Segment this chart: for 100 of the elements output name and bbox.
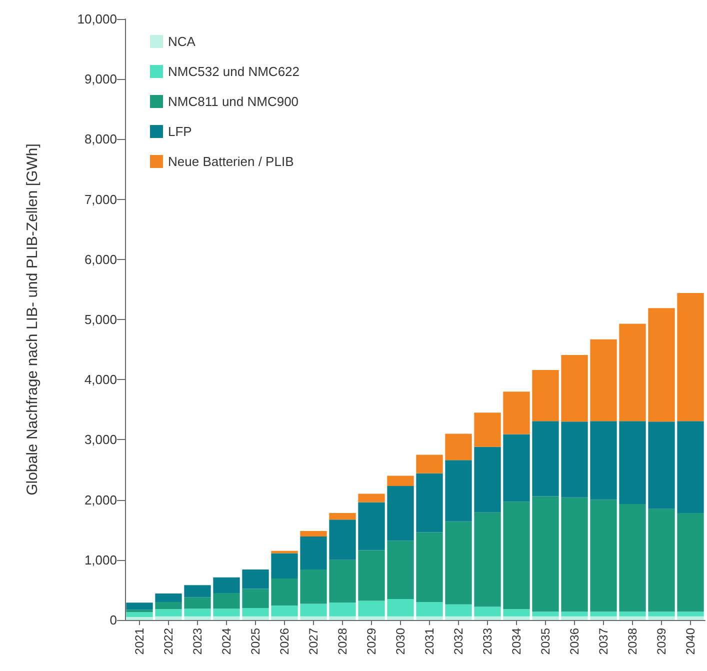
bar: [503, 392, 530, 434]
bar: [213, 608, 240, 616]
legend-label: Neue Batterien / PLIB: [168, 154, 294, 169]
bar: [300, 616, 327, 620]
x-tick-label: 2026: [278, 628, 292, 655]
y-axis-title: Globale Nachfrage nach LIB- und PLIB-Zellen [GWh]: [24, 144, 41, 496]
bar: [329, 513, 356, 520]
bar: [155, 609, 182, 616]
bar: [648, 616, 675, 620]
x-tick-label: 2021: [132, 628, 146, 655]
bar: [619, 612, 646, 616]
bar: [474, 616, 501, 620]
bar: [358, 616, 385, 620]
bar: [213, 616, 240, 620]
x-tick-label: 2031: [422, 628, 436, 655]
bar: [677, 612, 704, 616]
x-tick-label: 2023: [190, 628, 204, 655]
bar: [416, 473, 443, 532]
x-tick-label: 2029: [364, 628, 378, 655]
bar: [445, 521, 472, 604]
bar: [503, 502, 530, 610]
y-tick-label: 2,000: [84, 492, 117, 508]
y-tick-label: 0: [110, 612, 117, 628]
bar: [126, 616, 153, 620]
bar: [358, 550, 385, 601]
bar: [503, 616, 530, 620]
bar: [532, 612, 559, 616]
x-tick-label: 2022: [162, 628, 176, 655]
legend-label: NMC811 und NMC900: [168, 94, 299, 109]
y-tick-label: 6,000: [84, 252, 117, 267]
x-tick-label: 2039: [654, 628, 668, 655]
bar: [271, 578, 298, 606]
bar: [329, 520, 356, 560]
bar: [416, 532, 443, 602]
bar: [561, 497, 588, 612]
legend-label: NCA: [168, 34, 196, 49]
y-tick-label: 8,000: [84, 132, 117, 147]
bar: [126, 612, 153, 617]
bar: [155, 594, 182, 602]
bar: [416, 602, 443, 616]
bar: [213, 577, 240, 593]
bar: [648, 308, 675, 422]
y-tick-label: 1,000: [84, 552, 117, 568]
bar: [184, 616, 211, 620]
y-tick-label: 5,000: [84, 312, 117, 327]
bar: [126, 602, 153, 610]
bar: [358, 502, 385, 550]
bar: [677, 616, 704, 620]
bar: [242, 570, 269, 589]
y-tick-label: 9,000: [84, 72, 117, 87]
x-tick-label: 2037: [596, 628, 610, 655]
x-tick-label: 2034: [510, 628, 524, 655]
bar: [677, 293, 704, 422]
bar: [184, 597, 211, 609]
bar: [300, 536, 327, 570]
bar: [387, 486, 414, 541]
bar: [590, 500, 617, 612]
bar: [300, 570, 327, 604]
bar: [358, 600, 385, 616]
bar: [474, 412, 501, 447]
bar: [619, 504, 646, 612]
bar: [677, 513, 704, 612]
bar: [532, 421, 559, 496]
bar: [416, 454, 443, 474]
bar: [445, 434, 472, 460]
bar: [561, 612, 588, 616]
x-tick-label: 2027: [306, 628, 320, 655]
x-tick-label: 2033: [480, 628, 494, 655]
y-tick-label: 7,000: [84, 192, 117, 207]
bar: [590, 612, 617, 616]
bar: [242, 608, 269, 616]
bar: [416, 616, 443, 620]
bar: [648, 422, 675, 509]
bar: [561, 422, 588, 498]
x-tick-label: 2024: [220, 628, 234, 655]
bar: [387, 540, 414, 599]
bar: [271, 606, 298, 616]
x-tick-label: 2036: [568, 628, 582, 655]
bar: [561, 616, 588, 620]
bar: [648, 612, 675, 616]
bar: [329, 560, 356, 603]
bar: [474, 606, 501, 616]
bar: [561, 354, 588, 422]
y-tick-label: 4,000: [84, 372, 117, 388]
bar: [648, 508, 675, 612]
bar: [155, 602, 182, 610]
bar: [271, 550, 298, 554]
x-tick-label: 2035: [538, 628, 552, 655]
bar: [387, 616, 414, 620]
bar: [213, 592, 240, 609]
bar: [184, 608, 211, 616]
bar: [242, 588, 269, 608]
legend-label: LFP: [168, 124, 192, 139]
bar: [590, 616, 617, 620]
x-tick-label: 2038: [626, 628, 640, 655]
bar: [445, 616, 472, 620]
bar: [474, 512, 501, 607]
bar: [677, 421, 704, 514]
bar: [271, 616, 298, 620]
bar: [445, 460, 472, 522]
